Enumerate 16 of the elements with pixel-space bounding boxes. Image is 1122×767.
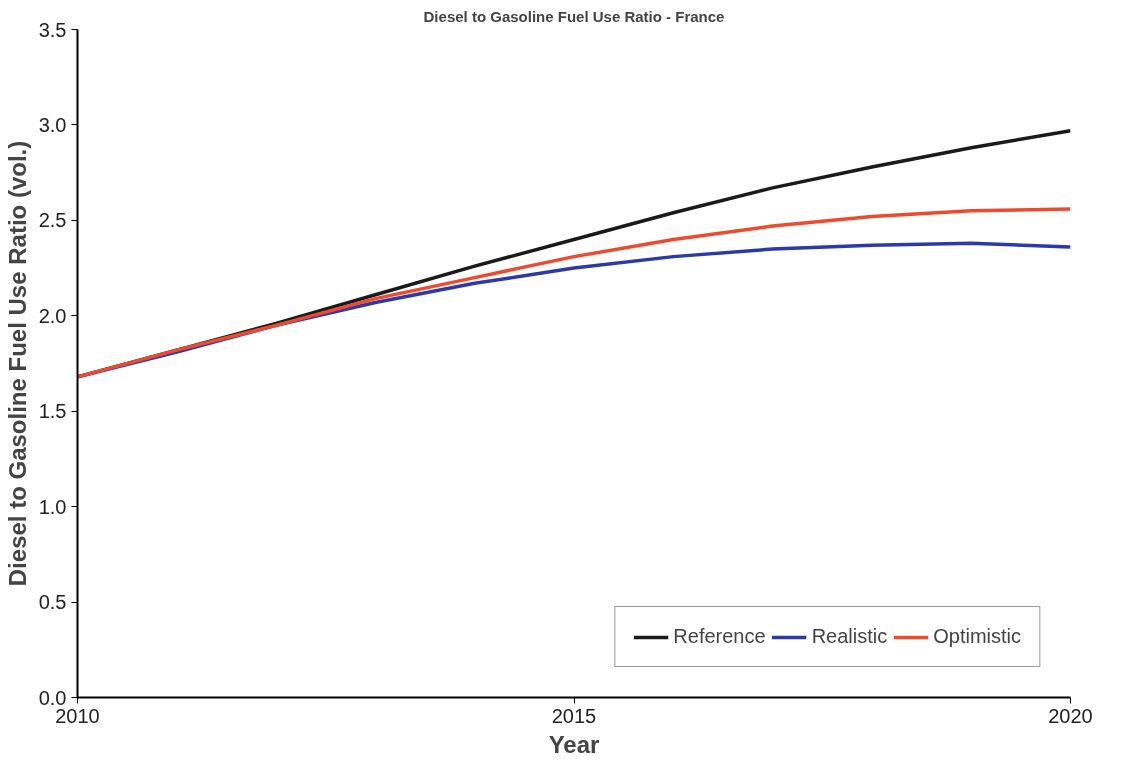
x-tick-label: 2020 — [1048, 704, 1093, 727]
y-tick-label: 1.0 — [38, 495, 67, 518]
x-tick-label: 2015 — [551, 704, 597, 727]
x-axis-title: Year — [548, 730, 600, 758]
line-series — [77, 207, 1071, 379]
y-tick-label: 1.5 — [38, 400, 67, 423]
y-tick-label: 2.0 — [38, 304, 67, 327]
legend-label: Reference — [673, 625, 766, 648]
y-tick-label: 3.5 — [38, 18, 67, 41]
y-tick-label: 3.0 — [38, 113, 67, 136]
legend-label: Realistic — [811, 625, 888, 648]
legend-label: Optimistic — [933, 625, 1021, 648]
y-axis-title: Diesel to Gasoline Fuel Use Ratio (vol.) — [3, 140, 31, 587]
chart-title: Diesel to Gasoline Fuel Use Ratio - France — [423, 7, 725, 25]
y-tick-label: 0.5 — [38, 591, 67, 614]
y-tick-label: 2.5 — [38, 209, 67, 232]
